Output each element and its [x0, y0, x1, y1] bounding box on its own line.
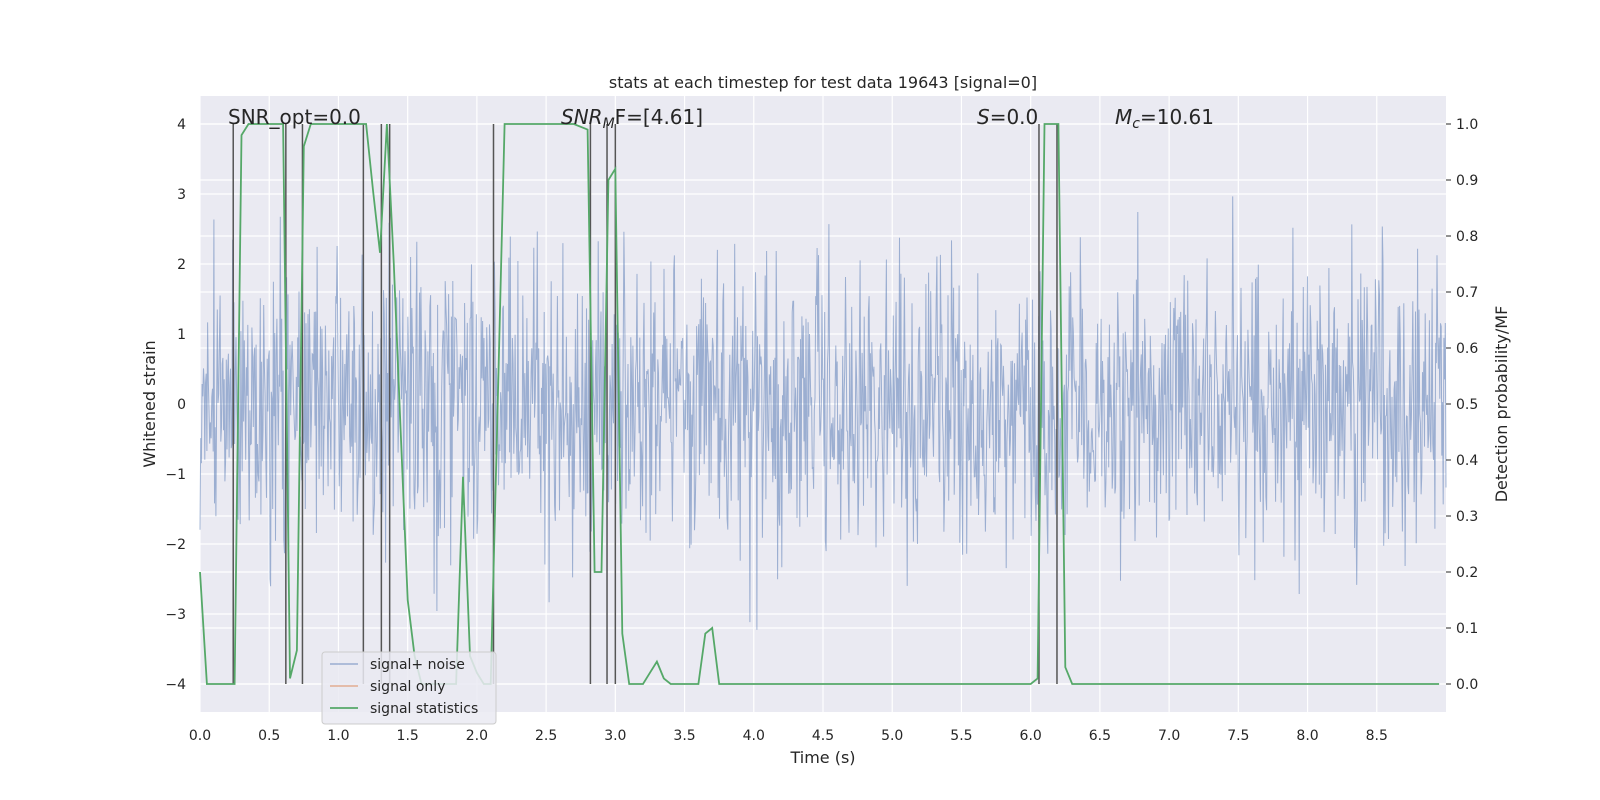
- y-tick-label: −1: [165, 467, 186, 483]
- x-axis-label: Time (s): [789, 748, 855, 767]
- event-lines: [232, 124, 1058, 684]
- y-right-tick-label: 0.4: [1456, 453, 1478, 469]
- signal-statistics-line: [199, 123, 1440, 685]
- y-right-tick-label: 0.8: [1456, 229, 1478, 245]
- signal-statistics-series: [199, 123, 1440, 685]
- chart-title: stats at each timestep for test data 196…: [609, 73, 1037, 92]
- x-tick-label: 2.0: [466, 728, 488, 744]
- y-tick-label: −3: [165, 607, 186, 623]
- x-tick-label: 1.0: [327, 728, 349, 744]
- y-right-tick-label: 1.0: [1456, 117, 1478, 133]
- signal-noise-series: [199, 196, 1447, 630]
- y-right-tick-label: 0.5: [1456, 397, 1478, 413]
- annotation-mc-val: =10.61: [1140, 105, 1214, 129]
- annotation-snr-opt: SNR_opt=0.0: [228, 105, 361, 129]
- legend-label-signal-statistics: signal statistics: [370, 701, 478, 717]
- y-right-tick-labels: 1.0 0.9 0.8 0.7 0.6 0.5 0.4 0.3 0.2 0.1 0.0: [1446, 117, 1478, 693]
- y-tick-label: 1: [177, 327, 186, 343]
- x-tick-label: 8.0: [1296, 728, 1318, 744]
- signal-noise-line: [199, 196, 1447, 630]
- x-tick-label: 0.0: [189, 728, 211, 744]
- x-tick-label: 7.5: [1227, 728, 1249, 744]
- y-tick-label: 4: [177, 117, 186, 133]
- annotation-mc: Mc=10.61: [1115, 105, 1214, 132]
- x-tick-label: 5.5: [950, 728, 972, 744]
- annotation-snr-mf-rest: F=[4.61]: [615, 105, 703, 129]
- x-tick-label: 5.0: [881, 728, 903, 744]
- x-tick-labels: 0.0 0.5 1.0 1.5 2.0 2.5 3.0 3.5 4.0 4.5 5.0 5.5 6.0 6…: [189, 728, 1388, 744]
- x-tick-label: 7.0: [1158, 728, 1180, 744]
- x-tick-label: 4.0: [743, 728, 765, 744]
- y-right-tick-label: 0.0: [1456, 677, 1478, 693]
- annotation-s-val: =0.0: [990, 105, 1039, 129]
- y-tick-label: 2: [177, 257, 186, 273]
- annotation-snr-mf-main: SNR: [561, 105, 603, 129]
- x-tick-label: 6.5: [1089, 728, 1111, 744]
- legend-label-signal-noise: signal+ noise: [370, 657, 465, 673]
- x-tick-label: 6.0: [1020, 728, 1042, 744]
- y-right-tick-label: 0.7: [1456, 285, 1478, 301]
- legend-label-signal-only: signal only: [370, 679, 445, 695]
- y-tick-label: −4: [165, 677, 186, 693]
- x-tick-label: 4.5: [812, 728, 834, 744]
- y-right-tick-label: 0.2: [1456, 565, 1478, 581]
- annotation-s-sym: S: [977, 105, 990, 129]
- x-tick-label: 2.5: [535, 728, 557, 744]
- annotation-snr-mf: SNRMF=[4.61]: [561, 105, 703, 132]
- annotation-snr-mf-sub: M: [603, 116, 615, 132]
- annotation-s: S=0.0: [977, 105, 1038, 129]
- x-tick-label: 0.5: [258, 728, 280, 744]
- y-tick-label: 3: [177, 187, 186, 203]
- annotation-mc-sub: c: [1132, 116, 1140, 132]
- y-axis-label: Whitened strain: [140, 340, 159, 467]
- legend-box: [321, 651, 497, 725]
- annotation-mc-sym: M: [1115, 105, 1132, 129]
- y-tick-label: −2: [165, 537, 186, 553]
- legend: signal+ noise signal only signal statist…: [321, 651, 497, 725]
- y-right-tick-label: 0.3: [1456, 509, 1478, 525]
- y-right-tick-label: 0.9: [1456, 173, 1478, 189]
- y-right-axis-label: Detection probability/MF: [1492, 306, 1511, 503]
- y-tick-labels: 4 3 2 1 0 −1 −2 −3 −4: [165, 117, 186, 693]
- y-right-tick-label: 0.6: [1456, 341, 1478, 357]
- y-right-tick-label: 0.1: [1456, 621, 1478, 637]
- x-tick-label: 3.5: [673, 728, 695, 744]
- x-tick-label: 8.5: [1366, 728, 1388, 744]
- x-tick-label: 1.5: [397, 728, 419, 744]
- y-tick-label: 0: [177, 397, 186, 413]
- x-tick-label: 3.0: [604, 728, 626, 744]
